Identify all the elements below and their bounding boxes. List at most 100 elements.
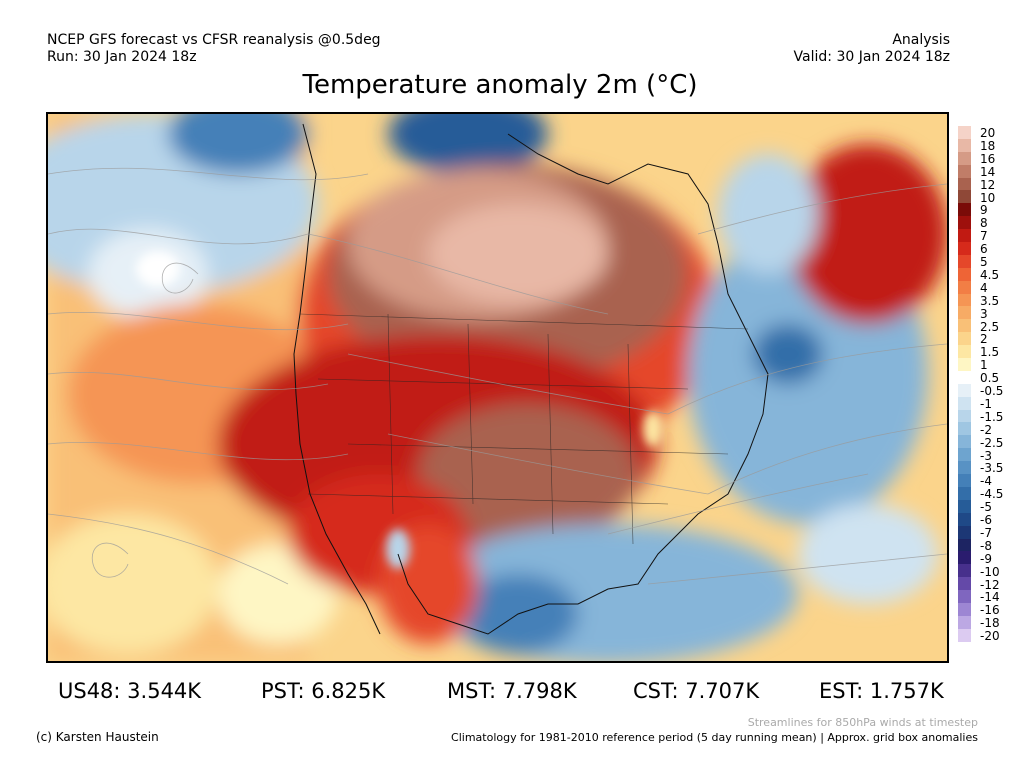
valid-time: Valid: 30 Jan 2024 18z — [793, 49, 950, 65]
colorbar-swatch — [958, 602, 971, 616]
colorbar-swatch — [958, 358, 971, 371]
colorbar-tick-label: 20 — [980, 126, 996, 140]
colorbar-tick-label: 5 — [980, 255, 988, 269]
colorbar-swatch — [958, 126, 971, 139]
colorbar-tick-label: 18 — [980, 138, 996, 153]
colorbar-swatch — [958, 280, 971, 294]
colorbar-swatch — [958, 164, 971, 178]
colorbar-swatch — [958, 216, 971, 230]
stat-cst: CST: 7.707K — [633, 679, 760, 703]
colorbar-tick-label: -1.5 — [980, 409, 1004, 424]
colorbar-tick-label: 14 — [980, 164, 996, 179]
colorbar-tick-label: -8 — [980, 538, 992, 553]
colorbar-swatch — [958, 151, 971, 165]
colorbar-tick-label: -9 — [980, 551, 992, 566]
colorbar-tick-label: -0.5 — [980, 384, 1004, 398]
colorbar-tick-label: 9 — [980, 203, 988, 218]
colorbar-tick-label: 4.5 — [980, 267, 1000, 282]
colorbar-swatch — [958, 525, 971, 539]
colorbar-swatch — [958, 203, 971, 217]
analysis-label: Analysis — [892, 32, 950, 48]
stat-us48: US48: 3.544K — [58, 679, 202, 703]
colorbar-swatch — [958, 499, 971, 513]
colorbar-tick-label: 3.5 — [980, 293, 1000, 308]
climatology-note: Climatology for 1981-2010 reference peri… — [451, 731, 978, 744]
stat-pst: PST: 6.825K — [261, 679, 386, 703]
streamline-note: Streamlines for 850hPa winds at timestep — [747, 716, 978, 729]
colorbar-tick-label: 0.5 — [980, 371, 1000, 386]
colorbar-swatch — [958, 590, 971, 603]
map-title: Temperature anomaly 2m (°C) — [302, 70, 698, 100]
colorbar-tick-label: -12 — [980, 577, 1000, 592]
colorbar-swatch — [958, 577, 971, 591]
colorbar-swatch — [958, 267, 971, 281]
colorbar-swatch — [958, 551, 971, 565]
colorbar-swatch — [958, 396, 971, 410]
streamlines — [48, 167, 947, 585]
colorbar-swatch — [958, 448, 971, 462]
colorbar-tick-label: -1 — [980, 396, 992, 411]
colorbar-swatch — [958, 409, 971, 423]
colorbar-swatch — [958, 138, 971, 152]
colorbar-swatch — [958, 512, 971, 526]
coastline — [293, 123, 769, 635]
stat-est: EST: 1.757K — [819, 679, 944, 703]
colorbar-tick-label: 8 — [980, 216, 988, 231]
colorbar-tick-label: 2 — [980, 332, 988, 347]
colorbar-tick-label: 1 — [980, 358, 988, 373]
colorbar-tick-label: 2.5 — [980, 319, 1000, 334]
colorbar-swatch — [958, 435, 971, 449]
colorbar-swatch — [958, 422, 971, 436]
colorbar-tick-label: -10 — [980, 564, 1000, 579]
credit: (c) Karsten Haustein — [36, 730, 159, 744]
colorbar-tick-label: 3 — [980, 306, 988, 321]
colorbar-swatch — [958, 177, 971, 191]
colorbar-tick-label: -16 — [980, 603, 1000, 618]
colorbar-tick-label: -3.5 — [980, 461, 1004, 476]
colorbar-swatch — [958, 306, 971, 320]
colorbar-swatch — [958, 628, 971, 642]
colorbar-tick-label: 12 — [980, 177, 996, 192]
stat-mst: MST: 7.798K — [447, 679, 577, 703]
colorbar-tick-label: -3 — [980, 448, 992, 463]
colorbar-swatch — [958, 190, 971, 204]
colorbar-tick-label: 10 — [980, 190, 996, 205]
colorbar-swatch — [958, 254, 971, 268]
colorbar-tick-label: -6 — [980, 513, 992, 527]
colorbar-tick-label: -14 — [980, 590, 1000, 605]
colorbar-tick-label: -4.5 — [980, 487, 1004, 502]
colorbar-swatch — [958, 293, 971, 307]
colorbar-tick-label: -18 — [980, 616, 1000, 631]
colorbar-tick-label: 6 — [980, 242, 988, 257]
colorbar-swatch — [958, 332, 971, 346]
colorbar-tick-label: 4 — [980, 280, 988, 295]
anomaly-detail — [136, 251, 663, 569]
colorbar-swatch — [958, 345, 971, 359]
colorbar-swatch — [958, 486, 971, 500]
anomaly-map — [46, 112, 949, 663]
colorbar-tick-label: -4 — [980, 474, 992, 489]
anomaly-field — [48, 114, 947, 661]
colorbar-tick-label: -7 — [980, 525, 992, 540]
colorbar-tick-label: -2 — [980, 422, 992, 437]
colorbar-tick-label: 7 — [980, 229, 988, 244]
colorbar-swatch — [958, 383, 971, 397]
colorbar-swatch — [958, 615, 971, 629]
colorbar-swatch — [958, 319, 971, 333]
map-graphic — [48, 114, 947, 661]
colorbar-tick-label: -2.5 — [980, 435, 1004, 450]
colorbar-tick-label: 16 — [980, 151, 996, 166]
colorbar-swatch — [958, 564, 971, 578]
run-time: Run: 30 Jan 2024 18z — [47, 49, 197, 65]
model-description: NCEP GFS forecast vs CFSR reanalysis @0.… — [47, 32, 381, 48]
colorbar-swatch — [958, 474, 971, 487]
colorbar-tick-label: -20 — [980, 629, 1000, 644]
colorbar-tick-label: -5 — [980, 500, 992, 515]
colorbar-swatch — [958, 538, 971, 552]
colorbar — [958, 126, 971, 642]
colorbar-swatch — [958, 242, 971, 255]
colorbar-swatch — [958, 229, 971, 243]
colorbar-tick-label: 1.5 — [980, 345, 1000, 360]
colorbar-swatch — [958, 461, 971, 475]
colorbar-swatch — [958, 370, 971, 384]
